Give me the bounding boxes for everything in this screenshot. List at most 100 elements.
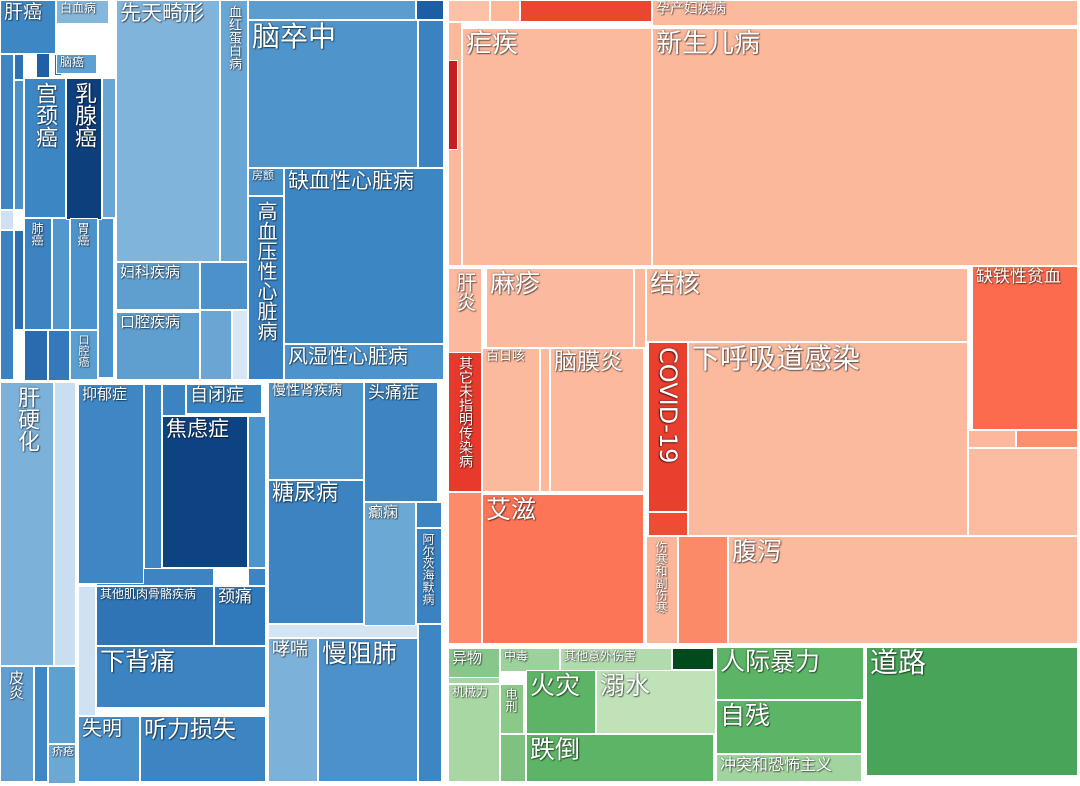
tile-label: 溺水	[600, 671, 651, 700]
treemap-tile[interactable]: 肝炎	[448, 268, 482, 356]
filler-tile	[52, 218, 70, 330]
treemap-tile[interactable]: 妇科疾病	[116, 262, 200, 310]
treemap-tile[interactable]: 艾滋	[482, 494, 644, 644]
treemap-tile[interactable]: 宫颈癌	[24, 78, 66, 218]
treemap-tile[interactable]: 乳腺癌	[66, 78, 102, 220]
tile-label: 阿尔茨海默病	[421, 533, 435, 605]
treemap-tile[interactable]: 肝癌	[0, 0, 56, 54]
treemap-tile[interactable]: 冲突和恐怖主义	[716, 754, 862, 782]
treemap-tile[interactable]: 脑癌	[56, 54, 97, 74]
tile-label: 焦虑症	[166, 417, 229, 441]
tile-label: 冲突和恐怖主义	[720, 755, 833, 774]
tile-label: 口腔癌	[77, 334, 90, 367]
treemap-tile[interactable]: COVID-19	[648, 342, 688, 512]
treemap-tile[interactable]: 血红蛋白病	[220, 0, 248, 262]
treemap-tile[interactable]: 下呼吸道感染	[688, 342, 968, 536]
treemap-tile[interactable]: 颈痛	[214, 586, 266, 646]
treemap-tile[interactable]: 风湿性心脏病	[284, 344, 444, 380]
filler-tile	[0, 230, 14, 380]
filler-tile	[418, 20, 444, 168]
filler-tile	[248, 0, 416, 20]
treemap-tile[interactable]: 其它未指明传染病	[448, 352, 482, 492]
tile-label: 白血病	[60, 1, 97, 15]
treemap-tile[interactable]: 癫痫	[364, 502, 416, 626]
tile-label: 癫痫	[368, 503, 399, 521]
filler-tile	[416, 502, 442, 528]
treemap-tile[interactable]: 结核	[646, 268, 968, 342]
treemap-tile[interactable]: 机械力	[448, 684, 500, 782]
tile-label: 肝炎	[453, 272, 477, 312]
tile-label: 麻疹	[490, 269, 541, 298]
filler-tile	[102, 78, 116, 218]
treemap-tile[interactable]: 下背痛	[96, 646, 266, 708]
treemap-tile[interactable]: 口腔疾病	[116, 312, 200, 380]
treemap-tile[interactable]: 房颤	[248, 168, 284, 196]
treemap-tile[interactable]: 皮炎	[0, 666, 34, 782]
tile-label: 人际暴力	[720, 647, 821, 676]
treemap-tile[interactable]: 肺癌	[24, 218, 52, 330]
filler-tile	[0, 210, 14, 230]
treemap-tile[interactable]: 电刑	[500, 684, 524, 734]
treemap-tile[interactable]: 慢性肾疾病	[268, 382, 364, 480]
treemap-tile[interactable]: 自闭症	[186, 384, 262, 414]
treemap-tile[interactable]: 人际暴力	[716, 646, 864, 700]
treemap-tile[interactable]: 糖尿病	[268, 480, 364, 624]
treemap-tile[interactable]: 失明	[78, 716, 140, 782]
tile-label: 下背痛	[100, 647, 176, 676]
treemap-tile[interactable]: 白血病	[56, 0, 109, 24]
treemap-tile[interactable]: 脑卒中	[248, 20, 418, 168]
treemap-tile[interactable]: 抑郁症	[78, 384, 144, 584]
filler-tile	[866, 776, 1078, 786]
treemap-tile[interactable]: 跌倒	[526, 734, 714, 782]
treemap-tile[interactable]: 慢阻肺	[318, 638, 418, 782]
treemap-tile[interactable]: 腹泻	[728, 536, 1078, 644]
tile-label: 其它未指明传染病	[457, 356, 473, 468]
filler-tile	[1016, 430, 1078, 448]
filler-tile	[14, 230, 24, 330]
treemap-tile[interactable]: 哮喘	[268, 638, 318, 782]
treemap-tile[interactable]: 百日咳	[482, 348, 540, 492]
treemap-tile[interactable]: 焦虑症	[162, 416, 248, 568]
treemap-tile[interactable]: 火灾	[526, 670, 596, 734]
treemap-tile[interactable]: 其他肌肉骨骼疾病	[96, 586, 214, 646]
tile-label: 其他肌肉骨骼疾病	[100, 587, 197, 601]
tile-label: 糖尿病	[272, 481, 339, 506]
filler-tile	[14, 80, 24, 210]
filler-tile	[634, 268, 646, 348]
tile-label: 妇科疾病	[120, 263, 181, 281]
treemap-tile[interactable]: 脑膜炎	[550, 348, 644, 492]
treemap-tile[interactable]: 自残	[716, 700, 862, 754]
filler-tile	[520, 0, 652, 22]
treemap-tile[interactable]: 其他意外伤害	[560, 648, 672, 672]
treemap-tile[interactable]: 孕产妇疾病	[652, 0, 1078, 26]
tile-label: 火灾	[530, 671, 581, 700]
filler-tile	[540, 348, 550, 492]
treemap-tile[interactable]: 听力损失	[140, 716, 266, 782]
treemap-tile[interactable]: 阿尔茨海默病	[416, 528, 442, 624]
treemap-tile[interactable]: 缺铁性贫血	[972, 266, 1078, 430]
tile-label: 疥疮	[52, 745, 74, 758]
treemap-tile[interactable]: 胃癌	[70, 218, 98, 330]
treemap-tile[interactable]: 中毒	[500, 648, 560, 672]
treemap-tile[interactable]: 疟疾	[462, 28, 652, 266]
filler-tile	[416, 0, 444, 20]
treemap-tile[interactable]: 异物	[448, 648, 500, 678]
treemap-tile[interactable]: 疥疮	[48, 744, 76, 784]
treemap-tile[interactable]: 肝硬化	[0, 382, 54, 666]
treemap-tile[interactable]: 道路	[866, 646, 1078, 776]
tile-label: 房颤	[252, 169, 274, 182]
treemap-tile[interactable]: 头痛症	[364, 382, 438, 502]
tile-label: 下呼吸道感染	[692, 342, 861, 375]
treemap-tile[interactable]: 溺水	[596, 670, 716, 734]
tile-label: 哮喘	[272, 639, 308, 660]
treemap-tile[interactable]: 先天畸形	[116, 0, 220, 262]
treemap-tile[interactable]: 伤寒和副伤寒	[646, 536, 678, 644]
tile-label: 抑郁症	[82, 385, 128, 403]
treemap-tile[interactable]: 麻疹	[486, 268, 634, 348]
treemap-tile[interactable]: 新生儿病	[652, 28, 1078, 266]
tile-label: 机械力	[452, 685, 489, 699]
treemap-tile[interactable]: 缺血性心脏病	[284, 168, 444, 344]
treemap-tile[interactable]: 高血压性心脏病	[248, 196, 284, 380]
treemap-tile[interactable]: 口腔癌	[70, 330, 98, 380]
